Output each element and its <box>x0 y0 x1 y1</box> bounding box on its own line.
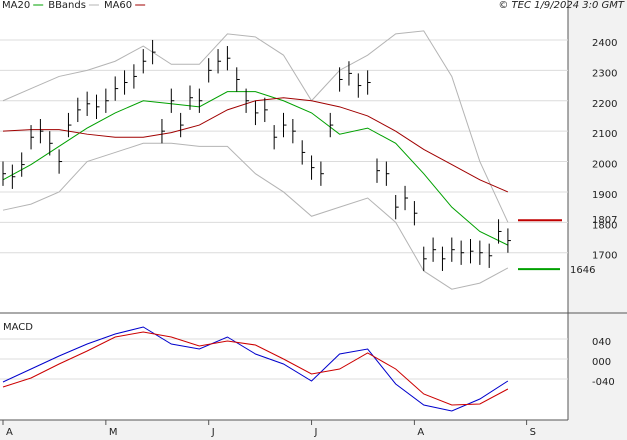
price-label: 1646 <box>570 265 595 276</box>
y-tick-label: 2200 <box>592 99 617 110</box>
x-tick-label: S <box>530 427 536 438</box>
macd-line-0 <box>2 326 509 412</box>
price-label: 1807 <box>592 215 617 226</box>
line-0 <box>2 91 509 246</box>
y-tick-label: 2300 <box>592 68 617 79</box>
y-tick-label: -040 <box>592 377 615 388</box>
y-tick-label: 1800 <box>592 220 617 231</box>
legend-label: MA20 <box>2 0 30 11</box>
y-tick-label: 1900 <box>592 190 617 201</box>
legend-label: BBands <box>48 0 86 11</box>
x-tick-label: M <box>109 427 118 438</box>
y-tick-label: 040 <box>592 337 611 348</box>
band-lower <box>2 142 509 290</box>
axis-background <box>0 420 627 440</box>
axis-background <box>568 0 627 440</box>
legend-label: MA60 <box>104 0 132 11</box>
band-upper <box>2 30 509 223</box>
x-tick-label: J <box>211 427 215 438</box>
x-tick-label: A <box>417 427 424 438</box>
y-tick-label: 2000 <box>592 160 617 171</box>
y-tick-label: 2400 <box>592 38 617 49</box>
y-tick-label: 000 <box>592 357 611 368</box>
y-tick-label: 2100 <box>592 129 617 140</box>
macd-line-1 <box>2 331 509 406</box>
x-tick-label: A <box>6 427 13 438</box>
y-tick-label: 1700 <box>592 251 617 262</box>
x-tick-label: J <box>314 427 318 438</box>
source: © TEC 1/9/2024 3:0 GMT <box>498 0 625 11</box>
panel-title: MACD <box>3 322 33 333</box>
